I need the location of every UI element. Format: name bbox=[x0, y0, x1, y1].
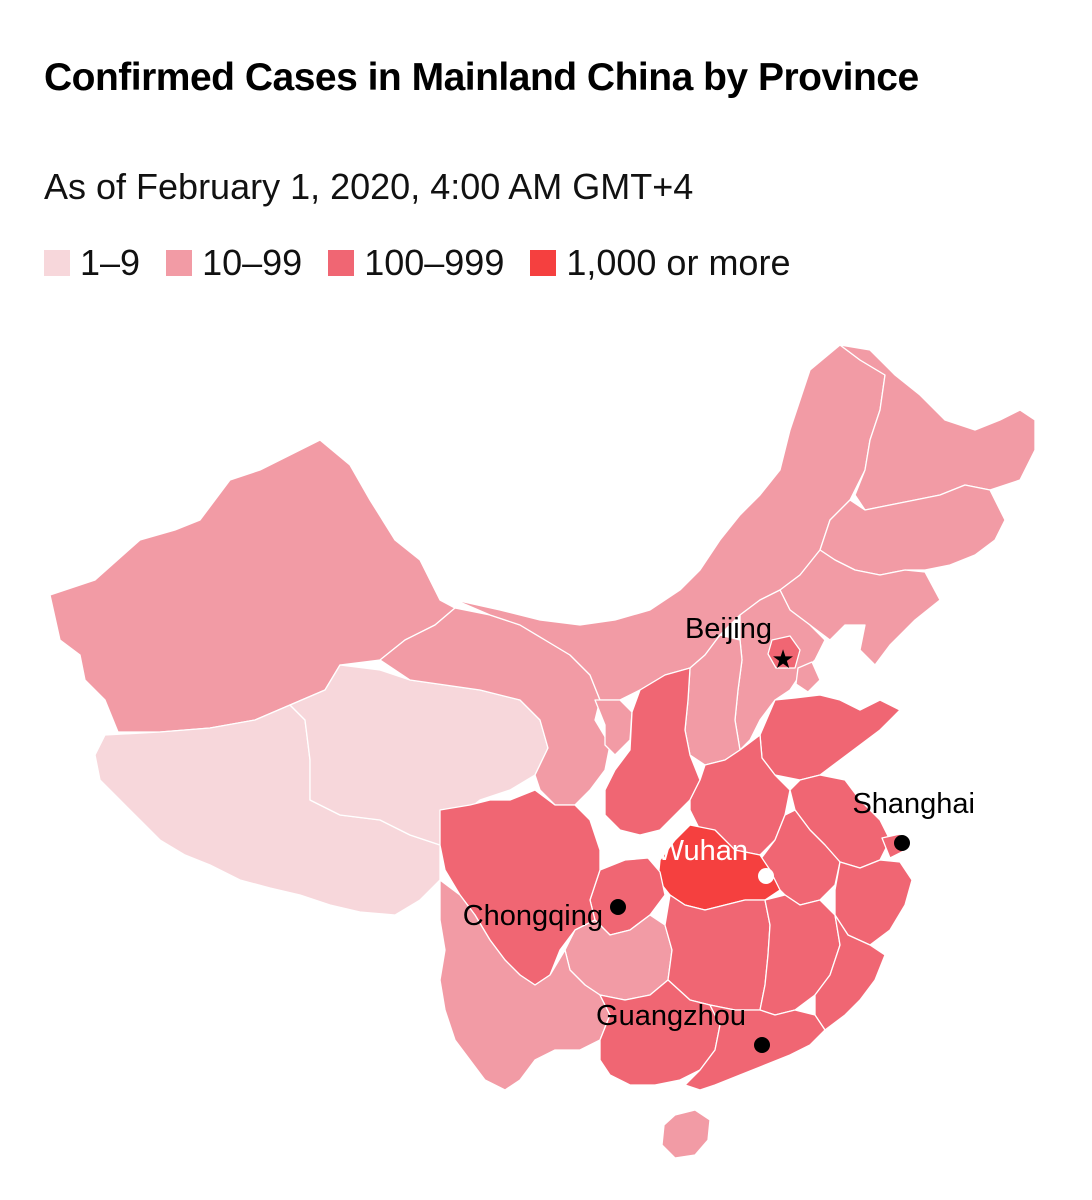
legend-swatch-1-9 bbox=[44, 250, 70, 276]
province-tianjin bbox=[795, 661, 821, 693]
province-qinghai bbox=[289, 664, 549, 846]
guangzhou-dot-icon bbox=[754, 1037, 770, 1053]
city-label-wuhan: Wuhan bbox=[657, 835, 748, 867]
map-title: Confirmed Cases in Mainland China by Pro… bbox=[44, 56, 919, 99]
legend-item-10-99: 10–99 bbox=[166, 240, 302, 286]
legend: 1–9 10–99 100–999 1,000 or more bbox=[44, 240, 816, 286]
legend-swatch-100-999 bbox=[328, 250, 355, 276]
legend-item-1000-or-more: 1,000 or more bbox=[530, 240, 790, 286]
province-zhejiang bbox=[834, 859, 913, 946]
beijing-star-icon: ★ bbox=[771, 645, 794, 675]
map-subtitle: As of February 1, 2020, 4:00 AM GMT+4 bbox=[44, 166, 694, 207]
province-ningxia bbox=[594, 699, 633, 756]
city-label-guangzhou: Guangzhou bbox=[596, 1000, 746, 1032]
city-label-chongqing: Chongqing bbox=[463, 900, 603, 932]
province-shandong bbox=[759, 694, 901, 781]
legend-swatch-1000-or-more bbox=[530, 250, 557, 276]
legend-item-1-9: 1–9 bbox=[44, 240, 140, 286]
province-hainan bbox=[661, 1109, 711, 1159]
city-label-shanghai: Shanghai bbox=[852, 788, 975, 820]
legend-item-100-999: 100–999 bbox=[328, 240, 504, 286]
legend-label-10-99: 10–99 bbox=[202, 242, 303, 283]
province-beijing bbox=[767, 635, 801, 669]
legend-label-1000-or-more: 1,000 or more bbox=[566, 242, 791, 283]
legend-label-1-9: 1–9 bbox=[80, 242, 141, 283]
chongqing-dot-icon bbox=[610, 899, 626, 915]
city-label-beijing: Beijing bbox=[685, 613, 772, 645]
province-shaanxi bbox=[604, 667, 701, 836]
province-fujian bbox=[814, 914, 886, 1031]
wuhan-dot-icon bbox=[758, 868, 774, 884]
shanghai-dot-icon bbox=[894, 835, 910, 851]
legend-swatch-10-99 bbox=[166, 250, 193, 276]
legend-label-100-999: 100–999 bbox=[364, 242, 505, 283]
